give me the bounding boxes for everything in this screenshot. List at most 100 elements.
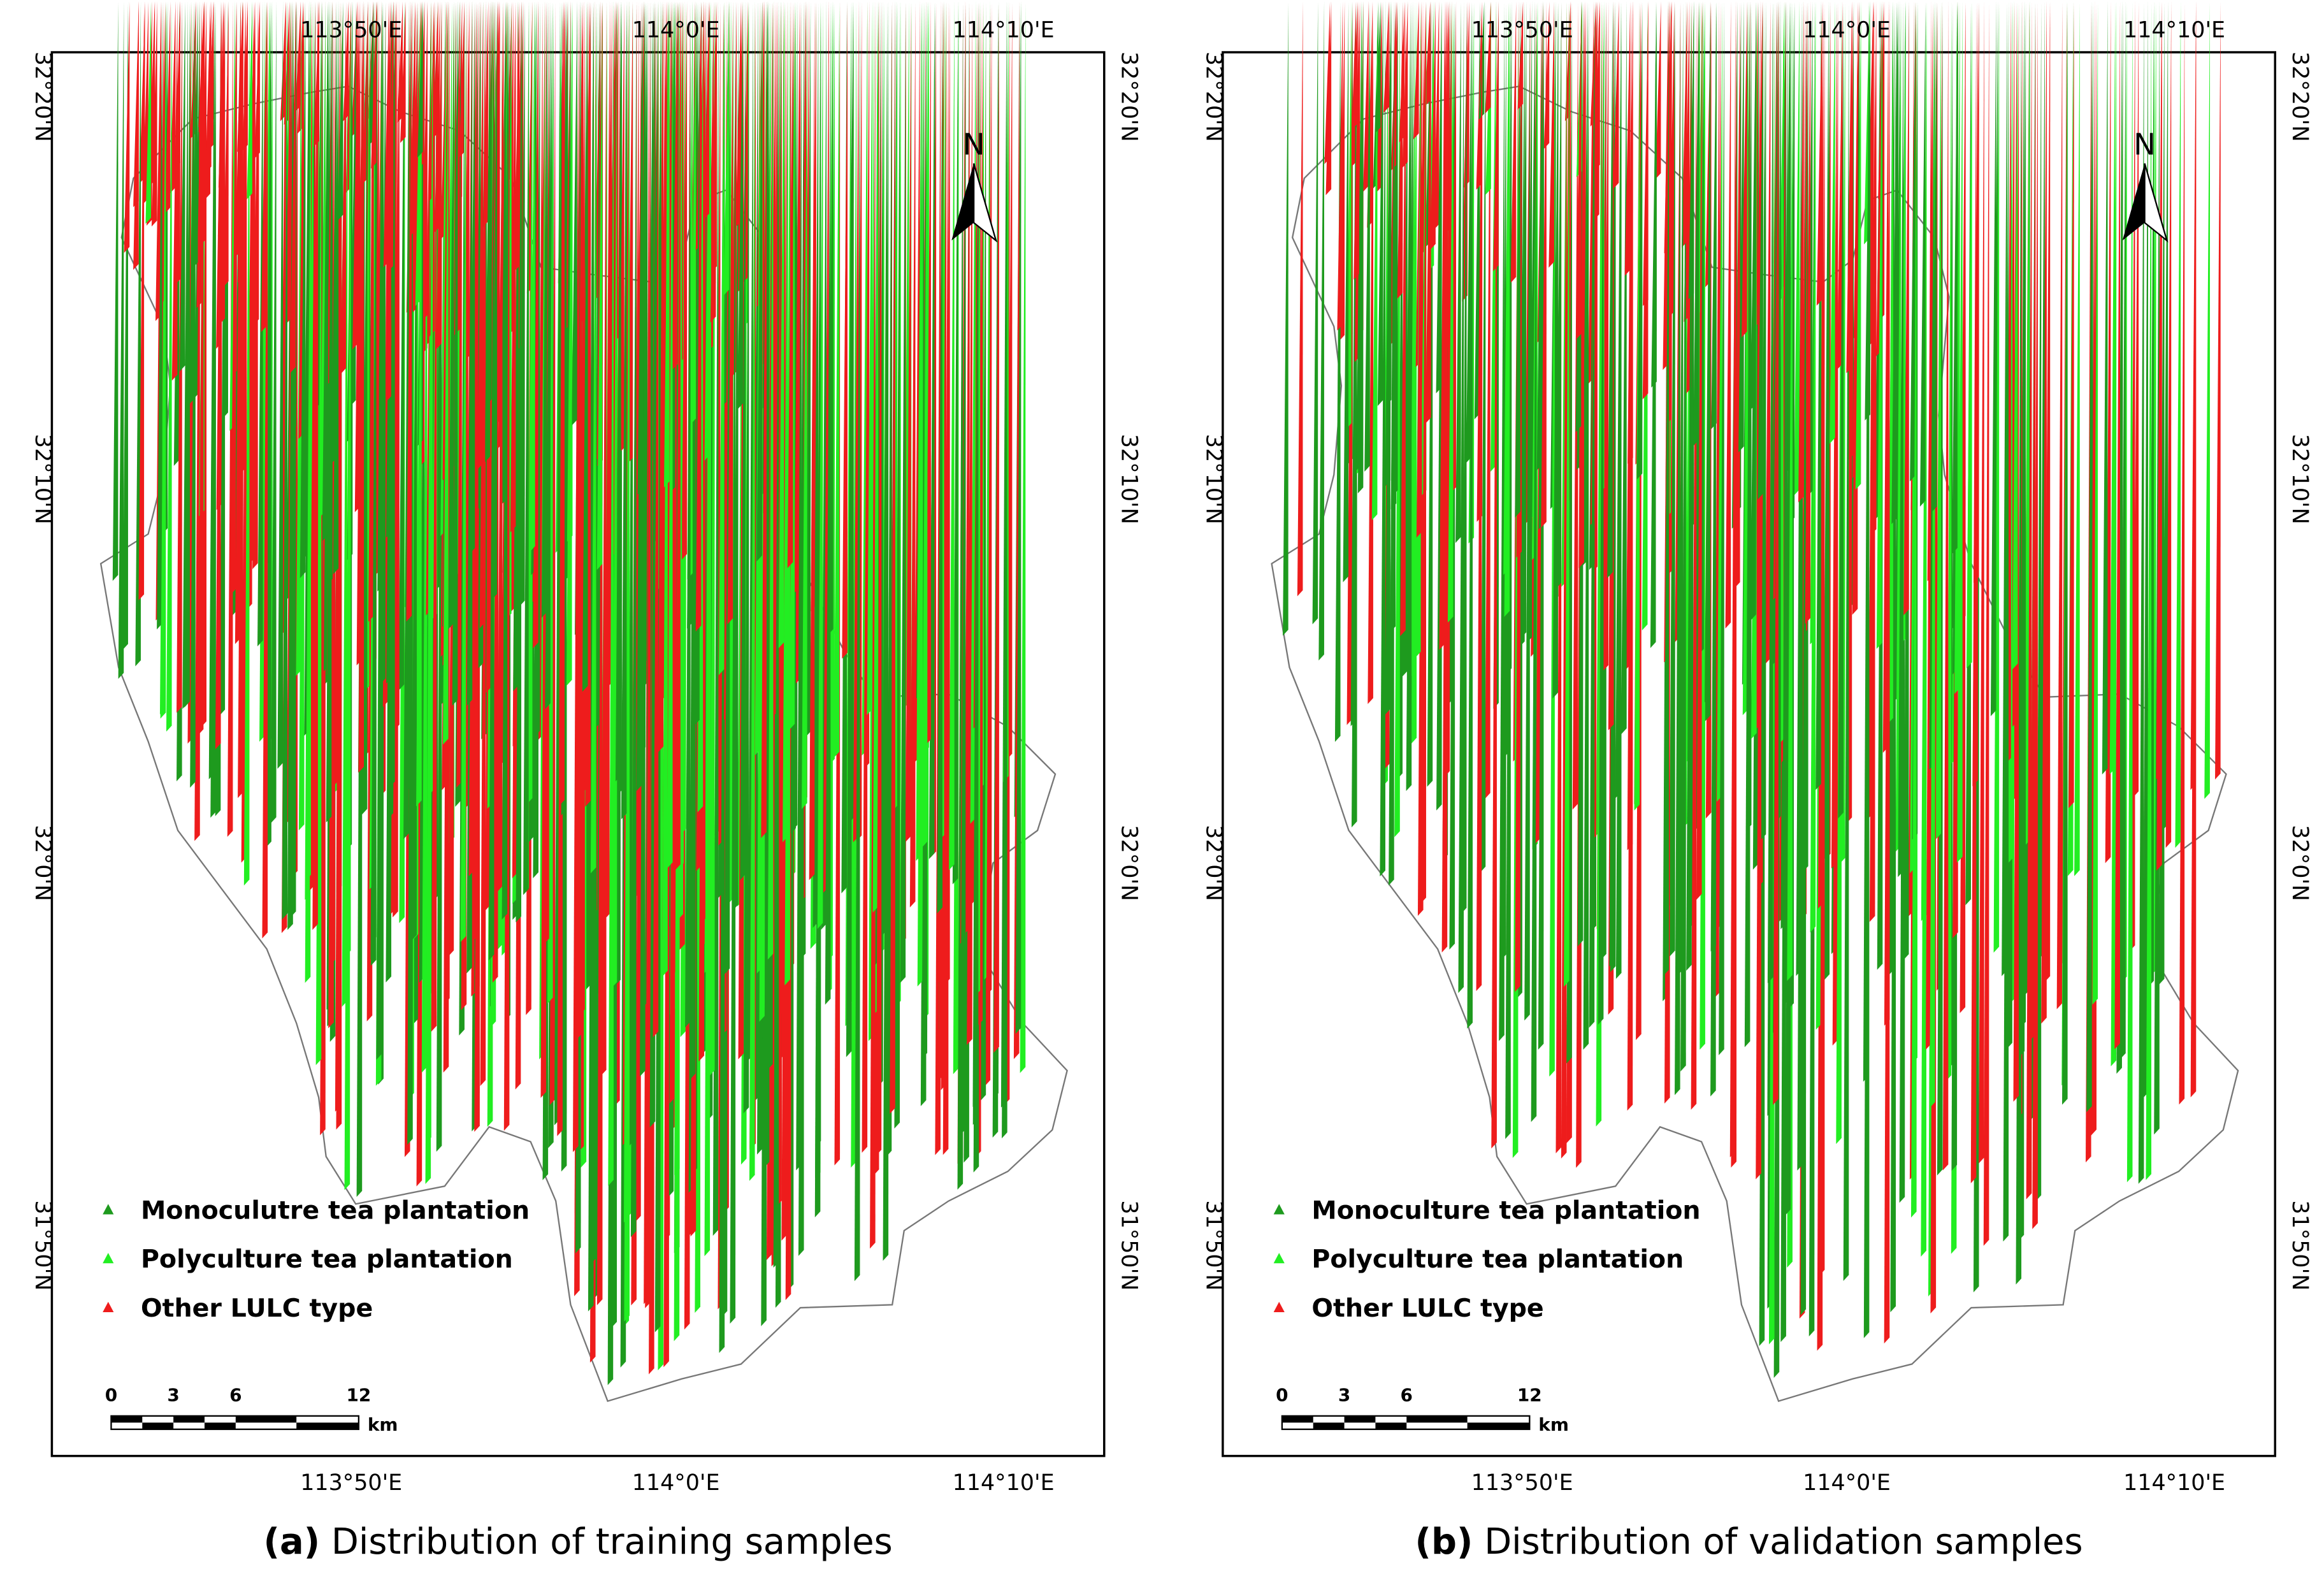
- sample-point: [1684, 1, 1690, 322]
- sample-point: [377, 1, 383, 592]
- sample-point: [409, 1, 415, 237]
- scale-segment: [1313, 1422, 1345, 1429]
- sample-point: [846, 1, 852, 1057]
- sample-point: [1389, 1, 1394, 886]
- sample-point: [2044, 1, 2051, 814]
- sample-point: [566, 1, 572, 686]
- sample-point: [417, 1, 423, 158]
- sample-point: [1663, 1, 1669, 370]
- sample-point: [1601, 1, 1606, 960]
- sample-point: [2074, 1, 2080, 876]
- sample-point: [925, 1, 931, 746]
- sample-point: [1590, 1, 1596, 525]
- sample-point: [236, 1, 243, 621]
- sample-point: [391, 1, 397, 347]
- sample-point: [704, 1, 711, 1257]
- sample-point: [1515, 1, 1520, 518]
- sample-point: [469, 1, 475, 554]
- sample-point: [1549, 1, 1555, 1077]
- sample-point: [358, 1, 364, 773]
- sample-point: [257, 1, 263, 647]
- sample-point: [681, 1, 686, 835]
- sample-point: [242, 1, 248, 151]
- sample-point: [1607, 1, 1613, 579]
- right-tick-label: 32°20'N: [1116, 52, 1142, 142]
- sample-point: [432, 1, 438, 139]
- bottom-tick-label: 114°0'E: [1803, 1470, 1891, 1496]
- sample-point: [854, 1, 860, 1282]
- scale-unit: km: [368, 1414, 398, 1435]
- sample-point: [773, 1, 779, 1268]
- sample-point: [754, 1, 761, 756]
- sample-point: [1583, 1, 1589, 1050]
- sample-point: [1919, 1, 1926, 507]
- sample-point: [1624, 1, 1631, 276]
- scale-segment: [1406, 1415, 1468, 1423]
- sample-point: [2024, 1, 2030, 847]
- map-panel: 113°50'E 114°0'E 114°10'E 113°50'E 114°0'E 11…: [1201, 1, 2313, 1563]
- sample-point: [1891, 1, 1897, 524]
- sample-point: [1798, 1, 1804, 503]
- legend-label: Monoculutre tea plantation: [141, 1196, 530, 1225]
- sample-point: [194, 1, 200, 841]
- sample-point: [1578, 1, 1584, 568]
- sample-point: [1531, 1, 1537, 1122]
- sample-point: [1543, 1, 1550, 149]
- map-frame: [50, 51, 1106, 1457]
- sample-point: [1642, 1, 1648, 631]
- scale-label: 6: [1401, 1385, 1413, 1406]
- sample-point: [1283, 1, 1288, 636]
- sample-point: [1505, 1, 1511, 1139]
- sample-point: [1887, 1, 1893, 977]
- sample-point: [1816, 1, 1822, 306]
- sample-point: [494, 1, 500, 426]
- scale-segment: [1375, 1422, 1407, 1429]
- sample-point: [1650, 1, 1656, 648]
- north-label: N: [2133, 127, 2156, 161]
- sample-point: [784, 1, 791, 986]
- sample-point: [523, 1, 529, 895]
- sample-point: [737, 1, 744, 410]
- scale-label: 6: [229, 1385, 242, 1406]
- sample-point: [1621, 1, 1627, 735]
- sample-point: [1966, 1, 1972, 669]
- sample-point: [1930, 1, 1935, 1108]
- sample-point: [1485, 1, 1490, 799]
- sample-point: [776, 1, 782, 1207]
- sample-point: [1582, 1, 1588, 567]
- sample-point: [909, 1, 916, 907]
- sample-point: [1517, 1, 1524, 110]
- sample-point: [206, 1, 212, 173]
- scale-segment: [1281, 1415, 1313, 1423]
- sample-point: [397, 1, 403, 123]
- scale-segment: [111, 1415, 143, 1423]
- sample-point: [1503, 1, 1509, 575]
- sample-point: [549, 1, 556, 1106]
- sample-point: [1738, 1, 1744, 452]
- sample-point: [1681, 1, 1687, 248]
- sample-point: [1819, 1, 1825, 1276]
- sample-point: [1325, 1, 1332, 196]
- sample-point: [1808, 1, 1815, 1336]
- sample-point: [1693, 1, 1700, 832]
- sample-point: [1846, 1, 1852, 373]
- sample-point: [1464, 1, 1469, 188]
- sample-point: [2111, 1, 2117, 1067]
- sample-point: [1515, 1, 1520, 992]
- sample-point: [1575, 1, 1582, 340]
- sample-point: [442, 1, 449, 745]
- sample-point: [491, 1, 498, 600]
- sample-point: [917, 1, 923, 987]
- scale-label: 12: [1517, 1385, 1542, 1406]
- sample-point: [1642, 1, 1649, 400]
- sample-point: [1572, 1, 1578, 810]
- sample-point: [1837, 1, 1843, 370]
- sample-point: [295, 1, 301, 112]
- sample-point: [1815, 1, 1821, 790]
- sample-point: [554, 1, 560, 1125]
- sample-point: [1392, 1, 1398, 496]
- sample-point: [456, 1, 462, 788]
- sample-point: [1822, 1, 1829, 861]
- caption-label: (b): [1415, 1521, 1473, 1563]
- scale-segment: [235, 1415, 297, 1423]
